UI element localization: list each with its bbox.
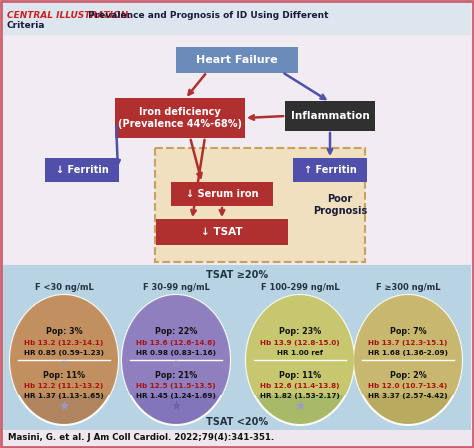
Ellipse shape [354,295,462,425]
Text: ☆: ☆ [170,357,182,370]
Text: Hb 12.5 (11.5-13.5): Hb 12.5 (11.5-13.5) [136,383,216,389]
Text: F <30 ng/mL: F <30 ng/mL [35,283,93,292]
FancyBboxPatch shape [45,158,119,182]
FancyBboxPatch shape [3,3,471,35]
Text: Pop: 21%: Pop: 21% [155,370,197,379]
Text: TSAT ≥20%: TSAT ≥20% [206,270,268,280]
Text: ↓ Serum iron: ↓ Serum iron [186,189,258,199]
FancyBboxPatch shape [3,36,471,264]
Text: Hb 12.6 (11.4-13.8): Hb 12.6 (11.4-13.8) [260,383,340,389]
Text: Masini, G. et al. J Am Coll Cardiol. 2022;79(4):341-351.: Masini, G. et al. J Am Coll Cardiol. 202… [8,434,274,443]
FancyBboxPatch shape [285,101,375,131]
Text: HR 1.82 (1.53-2.17): HR 1.82 (1.53-2.17) [260,393,340,399]
Text: Heart Failure: Heart Failure [196,55,278,65]
Ellipse shape [354,295,462,425]
Text: Hb 12.0 (10.7-13.4): Hb 12.0 (10.7-13.4) [368,383,447,389]
Text: ★: ★ [294,400,306,413]
FancyBboxPatch shape [171,182,273,206]
Text: CENTRAL ILLUSTRATION:: CENTRAL ILLUSTRATION: [7,11,132,20]
Text: Iron deficiency
(Prevalence 44%-68%): Iron deficiency (Prevalence 44%-68%) [118,107,242,129]
FancyBboxPatch shape [155,148,365,262]
Text: HR 0.85 (0.59-1.23): HR 0.85 (0.59-1.23) [24,350,104,356]
Text: ↓ TSAT: ↓ TSAT [201,227,243,237]
Text: Criteria: Criteria [7,21,46,30]
Text: Pop: 3%: Pop: 3% [46,327,82,336]
Text: HR 0.98 (0.83-1.16): HR 0.98 (0.83-1.16) [136,350,216,356]
FancyBboxPatch shape [156,219,288,245]
Text: Hb 13.6 (12.6-14.6): Hb 13.6 (12.6-14.6) [136,340,216,346]
FancyBboxPatch shape [3,265,471,430]
Ellipse shape [122,295,230,425]
Text: HR 1.68 (1.36-2.09): HR 1.68 (1.36-2.09) [368,350,448,356]
Text: Prevalence and Prognosis of ID Using Different: Prevalence and Prognosis of ID Using Dif… [85,11,328,20]
Text: ↑ Ferritin: ↑ Ferritin [304,165,356,175]
Text: HR 1.37 (1.13-1.65): HR 1.37 (1.13-1.65) [24,393,104,399]
Ellipse shape [10,295,118,425]
Text: Inflammation: Inflammation [291,111,369,121]
Ellipse shape [10,295,118,425]
FancyBboxPatch shape [115,98,245,138]
Text: Pop: 7%: Pop: 7% [390,327,426,336]
Text: HR 1.00 ref: HR 1.00 ref [277,350,323,356]
Text: Pop: 23%: Pop: 23% [279,327,321,336]
Text: ↓ Ferritin: ↓ Ferritin [55,165,109,175]
Text: Pop: 22%: Pop: 22% [155,327,197,336]
Text: Pop: 11%: Pop: 11% [279,370,321,379]
Text: ★: ★ [58,400,70,413]
FancyBboxPatch shape [293,158,367,182]
Text: TSAT <20%: TSAT <20% [206,417,268,427]
Text: F 100-299 ng/mL: F 100-299 ng/mL [261,283,339,292]
Text: Hb 12.2 (11.1-13.2): Hb 12.2 (11.1-13.2) [24,383,104,389]
Text: Hb 13.9 (12.8-15.0): Hb 13.9 (12.8-15.0) [260,340,340,346]
Text: F 30-99 ng/mL: F 30-99 ng/mL [143,283,210,292]
Ellipse shape [246,295,354,425]
Text: Pop: 2%: Pop: 2% [390,370,427,379]
Text: F ≥300 ng/mL: F ≥300 ng/mL [376,283,440,292]
Text: Hb 13.7 (12.3-15.1): Hb 13.7 (12.3-15.1) [368,340,447,346]
Ellipse shape [246,295,354,425]
Text: HR 1.45 (1.24-1.69): HR 1.45 (1.24-1.69) [136,393,216,399]
Text: HR 3.37 (2.57-4.42): HR 3.37 (2.57-4.42) [368,393,448,399]
Text: ☆: ☆ [58,357,70,370]
Text: ★: ★ [170,400,182,413]
Ellipse shape [122,295,230,425]
Text: Hb 13.2 (12.3-14.1): Hb 13.2 (12.3-14.1) [24,340,104,346]
Text: Pop: 11%: Pop: 11% [43,370,85,379]
FancyBboxPatch shape [176,47,298,73]
Text: Poor
Prognosis: Poor Prognosis [313,194,367,216]
